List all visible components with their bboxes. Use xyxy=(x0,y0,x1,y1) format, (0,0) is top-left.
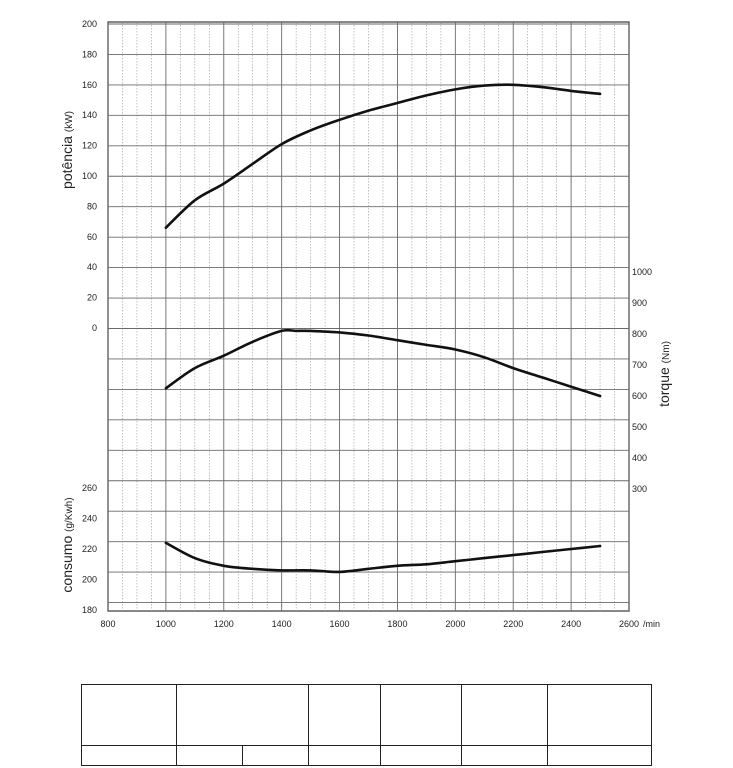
torque-tick-label: 400 xyxy=(632,453,647,463)
consumption-tick-label: 240 xyxy=(82,514,97,524)
x-tick-label: 1600 xyxy=(330,619,350,629)
power-axis-title: potência xyxy=(59,136,75,189)
power-tick-label: 140 xyxy=(82,110,97,120)
consumption-tick-label: 220 xyxy=(82,544,97,554)
power-tick-label: 200 xyxy=(82,19,97,29)
table-cell xyxy=(547,745,652,766)
torque-curve xyxy=(164,328,602,398)
x-tick-label: 1400 xyxy=(272,619,292,629)
power-axis-unit: (kW) xyxy=(64,111,75,132)
torque-axis-unit: (Nm) xyxy=(661,341,672,363)
consumption-axis-title: consumo xyxy=(59,536,75,593)
power-tick-label: 100 xyxy=(82,171,97,181)
torque-tick-label: 700 xyxy=(632,360,647,370)
specification-table xyxy=(81,684,652,766)
torque-tick-label: 1000 xyxy=(632,267,652,277)
power-tick-label: 20 xyxy=(87,293,97,303)
x-tick-label: 2200 xyxy=(503,619,523,629)
torque-tick-label: 600 xyxy=(632,391,647,401)
power-tick-label: 0 xyxy=(92,323,97,333)
torque-axis-label: torque (Nm) xyxy=(656,341,672,407)
table-cell xyxy=(81,684,177,746)
x-tick-label: 2000 xyxy=(445,619,465,629)
x-tick-label: 1200 xyxy=(214,619,234,629)
power-tick-label: 40 xyxy=(87,262,97,272)
torque-tick-label: 300 xyxy=(632,484,647,494)
table-cell xyxy=(81,745,177,766)
consumption-tick-label: 200 xyxy=(82,575,97,585)
consumption-tick-label: 180 xyxy=(82,605,97,615)
power-tick-label: 180 xyxy=(82,49,97,59)
table-cell xyxy=(547,684,652,746)
table-header-row xyxy=(81,684,652,746)
table-cell xyxy=(308,684,381,746)
torque-axis-title: torque xyxy=(656,367,672,407)
x-tick-label: 2600 xyxy=(619,619,639,629)
torque-tick-label: 900 xyxy=(632,298,647,308)
consumption-tick-label: 260 xyxy=(82,483,97,493)
table-cell xyxy=(176,684,309,746)
grid xyxy=(107,21,630,612)
x-tick-label: 1800 xyxy=(387,619,407,629)
consumption-axis-label: consumo (g/Kwh) xyxy=(59,497,75,592)
consumption-axis-unit: (g/Kwh) xyxy=(64,497,75,531)
engine-performance-chart: 800 1000 1200 1400 1600 1800 2000 2200 2400 26002… xyxy=(59,19,672,629)
power-curve xyxy=(164,83,602,229)
x-tick-label: 2400 xyxy=(561,619,581,629)
power-tick-label: 120 xyxy=(82,141,97,151)
table-cell xyxy=(461,684,548,746)
power-axis-label: potência (kW) xyxy=(59,111,75,189)
power-tick-label: 160 xyxy=(82,80,97,90)
table-cell xyxy=(380,745,462,766)
consumption-curve xyxy=(164,541,602,574)
x-axis-unit-label: /min xyxy=(643,619,660,629)
table-cell xyxy=(308,745,381,766)
x-tick-label: 1000 xyxy=(156,619,176,629)
torque-tick-label: 500 xyxy=(632,422,647,432)
data-table xyxy=(81,684,652,766)
table-cell xyxy=(461,745,548,766)
table-cell xyxy=(380,684,462,746)
table-cell xyxy=(242,745,309,766)
power-tick-label: 80 xyxy=(87,201,97,211)
power-tick-label: 60 xyxy=(87,232,97,242)
curves xyxy=(164,83,602,574)
table-cell xyxy=(176,745,243,766)
tick-labels: 800 1000 1200 1400 1600 1800 2000 2200 2400 26002… xyxy=(82,19,652,629)
table-body-row xyxy=(81,745,652,766)
x-tick-label: 800 xyxy=(100,619,115,629)
torque-tick-label: 800 xyxy=(632,329,647,339)
